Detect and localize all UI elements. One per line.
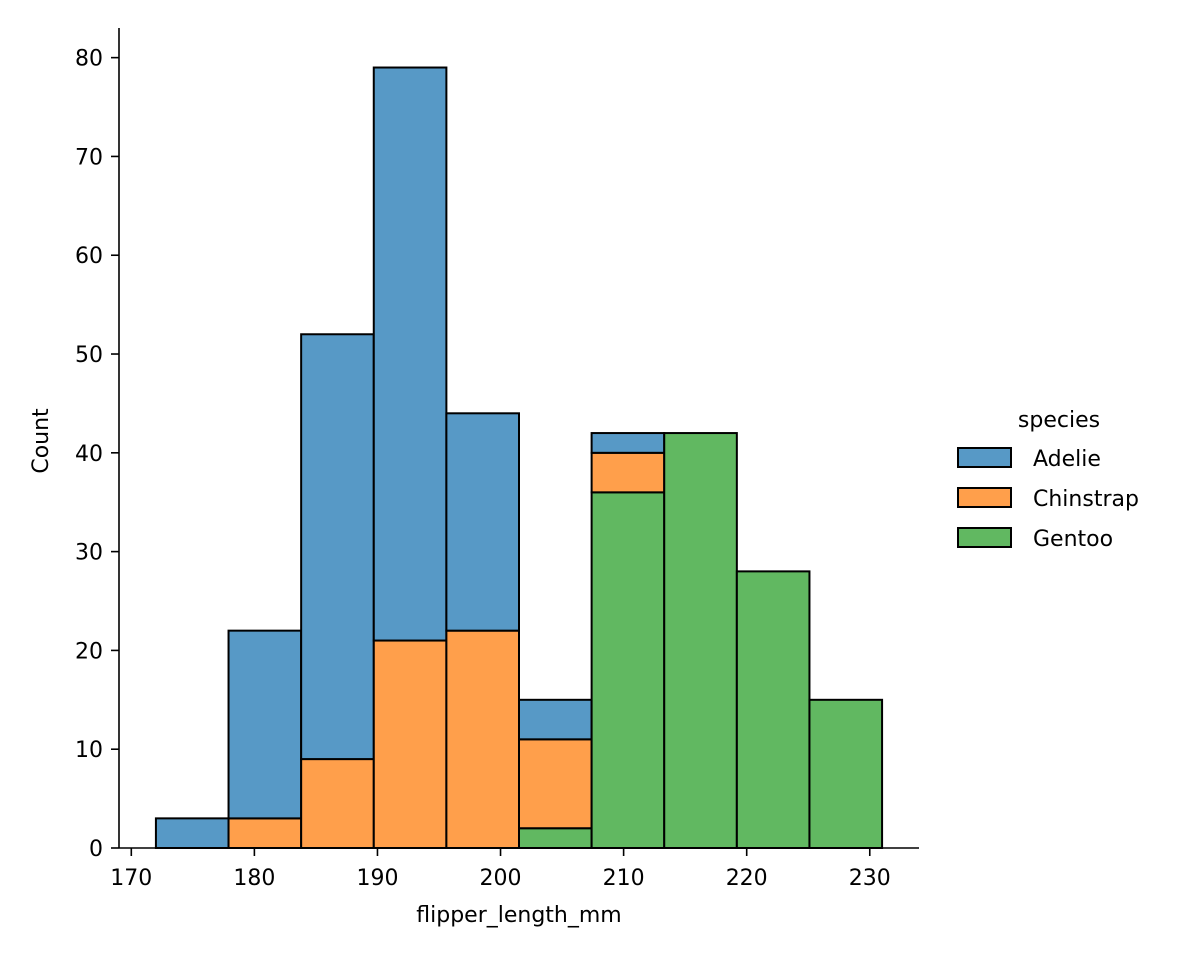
- legend-label-adelie: Adelie: [1033, 447, 1101, 472]
- bar-adelie-bin-0: [154, 817, 230, 850]
- bar-adelie-bin-6: [590, 432, 666, 454]
- bar-gentoo-bin-8: [735, 570, 811, 849]
- legend-swatch-adelie: [957, 447, 1012, 468]
- bar-gentoo-bin-9: [808, 698, 884, 850]
- bar-adelie-bin-2: [300, 333, 375, 761]
- bar-adelie-bin-3: [372, 66, 448, 642]
- x-tick-label: 180: [233, 866, 275, 891]
- bar-chinstrap-bin-4: [445, 629, 520, 849]
- y-tick-label: 60: [75, 244, 103, 269]
- x-tick-label: 190: [356, 866, 398, 891]
- bar-gentoo-bin-7: [663, 432, 738, 849]
- y-tick-label: 70: [75, 145, 103, 170]
- legend-title: species: [1018, 408, 1100, 433]
- y-tick-label: 30: [75, 541, 103, 566]
- x-tick-label: 220: [726, 866, 768, 891]
- bars-layer: [154, 66, 884, 850]
- bar-chinstrap-bin-5: [518, 738, 593, 830]
- x-axis-label: flipper_length_mm: [416, 903, 621, 928]
- y-tick-label: 20: [75, 639, 103, 664]
- x-tick-label: 170: [110, 866, 152, 891]
- y-tick-label: 40: [75, 442, 103, 467]
- y-tick-label: 10: [75, 738, 103, 763]
- bar-adelie-bin-1: [227, 629, 303, 820]
- legend: species Adelie Chinstrap Gentoo: [957, 408, 1139, 552]
- bar-chinstrap-bin-6: [590, 451, 666, 494]
- y-axis-label: Count: [29, 408, 54, 474]
- bar-gentoo-bin-6: [590, 491, 666, 849]
- y-tick-label: 80: [75, 47, 103, 72]
- x-axis-ticks: 170 180 190 200 210 220 230: [110, 848, 891, 891]
- bar-adelie-bin-5: [518, 698, 593, 741]
- bar-adelie-bin-4: [445, 412, 520, 632]
- x-tick-label: 230: [849, 866, 891, 891]
- legend-label-chinstrap: Chinstrap: [1033, 487, 1139, 512]
- x-tick-label: 210: [603, 866, 645, 891]
- legend-swatch-gentoo: [957, 527, 1012, 548]
- y-tick-label: 0: [89, 837, 103, 862]
- y-tick-label: 50: [75, 343, 103, 368]
- bar-chinstrap-bin-1: [227, 817, 303, 850]
- bar-gentoo-bin-5: [518, 827, 593, 850]
- bar-chinstrap-bin-2: [300, 758, 375, 850]
- y-axis-ticks: 0 10 20 30 40 50 60 70 80: [75, 47, 119, 862]
- x-tick-label: 200: [480, 866, 522, 891]
- legend-label-gentoo: Gentoo: [1033, 527, 1113, 552]
- legend-swatch-chinstrap: [957, 487, 1012, 508]
- bar-chinstrap-bin-3: [372, 639, 448, 849]
